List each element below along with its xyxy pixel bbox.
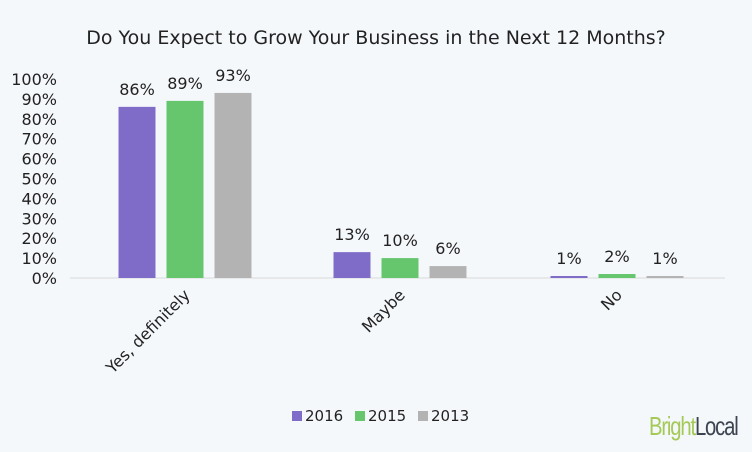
y-tick-label: 70%	[21, 130, 57, 149]
data-label: 93%	[215, 66, 251, 85]
bar-2013-2	[646, 276, 684, 278]
legend-label: 2015	[368, 407, 406, 425]
legend-label: 2016	[305, 407, 343, 425]
bar-2016-2	[550, 276, 588, 278]
y-tick-label: 90%	[21, 90, 57, 109]
bar-2013-1	[429, 266, 467, 278]
y-tick-label: 30%	[21, 209, 57, 228]
y-tick-label: 10%	[21, 249, 57, 268]
bar-2016-1	[333, 252, 371, 278]
brightlocal-logo: BrightLocal	[649, 411, 739, 441]
data-label: 2%	[604, 247, 629, 266]
category-label: Maybe	[358, 285, 409, 336]
data-label: 10%	[382, 231, 418, 250]
chart-title: Do You Expect to Grow Your Business in t…	[86, 27, 666, 49]
data-label: 1%	[556, 249, 581, 268]
y-tick-label: 0%	[32, 269, 57, 288]
category-label: No	[597, 285, 626, 314]
data-label: 86%	[119, 80, 155, 99]
bar-2015-2	[598, 274, 636, 278]
data-label: 6%	[435, 239, 460, 258]
y-tick-label: 80%	[21, 110, 57, 129]
data-label: 13%	[334, 225, 370, 244]
bar-2015-1	[381, 258, 419, 278]
legend-swatch-2013	[418, 411, 428, 421]
y-tick-label: 40%	[21, 189, 57, 208]
legend-swatch-2016	[292, 411, 302, 421]
y-tick-label: 50%	[21, 170, 57, 189]
data-label: 89%	[167, 74, 203, 93]
bar-2015-0	[166, 100, 204, 278]
bar-2016-0	[118, 106, 156, 278]
legend-swatch-2015	[355, 411, 365, 421]
legend-label: 2013	[431, 407, 469, 425]
bar-2013-0	[214, 92, 252, 279]
y-tick-label: 20%	[21, 229, 57, 248]
category-label: Yes, definitely	[101, 285, 193, 377]
y-tick-label: 100%	[11, 70, 57, 89]
data-label: 1%	[652, 249, 677, 268]
y-tick-label: 60%	[21, 150, 57, 169]
